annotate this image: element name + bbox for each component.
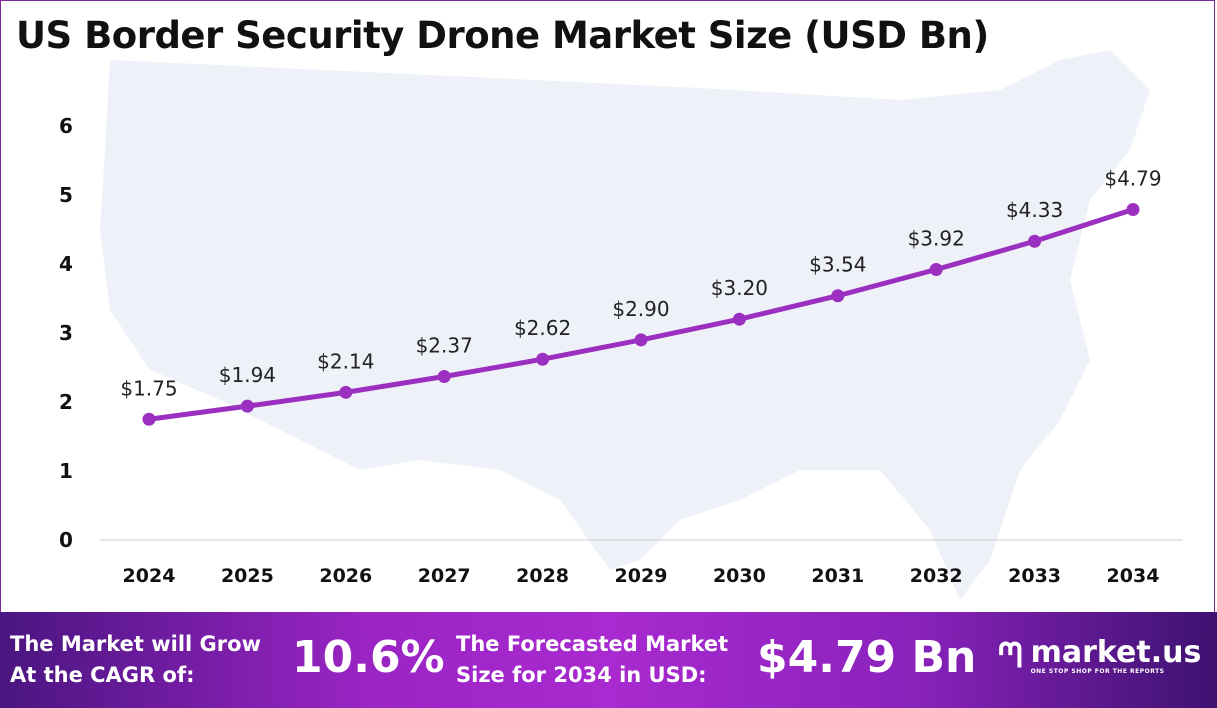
summary-banner: The Market will Grow At the CAGR of: 10.6… [0, 612, 1217, 708]
x-tick-label: 2024 [123, 565, 176, 587]
y-tick-label: 2 [59, 390, 73, 414]
data-point [831, 289, 845, 303]
data-point [142, 412, 156, 426]
data-point [929, 263, 943, 277]
x-tick-label: 2026 [319, 565, 372, 587]
forecast-label-line2: Size for 2034 in USD: [456, 663, 707, 687]
data-label: $2.14 [317, 349, 374, 373]
chart-frame [0, 0, 1215, 612]
cagr-label-line2: At the CAGR of: [10, 663, 195, 687]
x-tick-label: 2031 [811, 565, 864, 587]
data-point [240, 399, 254, 413]
y-tick-label: 3 [59, 321, 73, 345]
data-point [1028, 234, 1042, 248]
x-tick-label: 2028 [516, 565, 569, 587]
data-label: $1.94 [219, 363, 276, 387]
logo-icon: ᘉ [998, 636, 1023, 676]
x-tick-label: 2025 [221, 565, 274, 587]
data-point [1126, 202, 1140, 216]
y-tick-label: 5 [59, 183, 73, 207]
data-label: $3.54 [809, 253, 866, 277]
data-label: $4.79 [1104, 166, 1161, 190]
x-tick-label: 2029 [615, 565, 668, 587]
y-tick-label: 0 [59, 528, 73, 552]
x-tick-label: 2027 [418, 565, 471, 587]
x-tick-label: 2032 [910, 565, 963, 587]
cagr-label-line1: The Market will Grow [10, 632, 261, 656]
chart-title: US Border Security Drone Market Size (US… [16, 14, 989, 57]
data-label: $2.90 [612, 297, 669, 321]
forecast-label: The Forecasted Market Size for 2034 in US… [456, 629, 728, 691]
data-point [437, 369, 451, 383]
data-point [634, 333, 648, 347]
cagr-label: The Market will Grow At the CAGR of: [10, 629, 261, 691]
y-tick-label: 4 [59, 252, 73, 276]
data-label: $1.75 [120, 376, 177, 400]
marketus-logo: ᘉ market.us ONE STOP SHOP FOR THE REPORTS [998, 636, 1201, 676]
data-label: $3.20 [711, 276, 768, 300]
x-tick-label: 2030 [713, 565, 766, 587]
y-tick-label: 1 [59, 459, 73, 483]
line-chart: 0 1 2 3 4 5 6 2024 2025 2026 2027 2028 2029 2030 2031 2… [59, 50, 1183, 600]
data-point [536, 352, 550, 366]
data-label: $4.33 [1006, 198, 1063, 222]
y-tick-label: 6 [59, 114, 73, 138]
data-label: $3.92 [908, 227, 965, 251]
forecast-value: $4.79 Bn [757, 632, 977, 683]
logo-tagline: ONE STOP SHOP FOR THE REPORTS [1030, 667, 1165, 675]
data-point [732, 312, 746, 326]
data-label: $2.62 [514, 316, 571, 340]
data-point [339, 385, 353, 399]
us-map-background [100, 50, 1150, 600]
x-tick-label: 2033 [1008, 565, 1061, 587]
x-tick-label: 2034 [1107, 565, 1160, 587]
cagr-value: 10.6% [292, 632, 445, 683]
logo-text: market.us [1030, 634, 1202, 670]
data-label: $2.37 [416, 333, 473, 357]
forecast-label-line1: The Forecasted Market [456, 632, 729, 656]
